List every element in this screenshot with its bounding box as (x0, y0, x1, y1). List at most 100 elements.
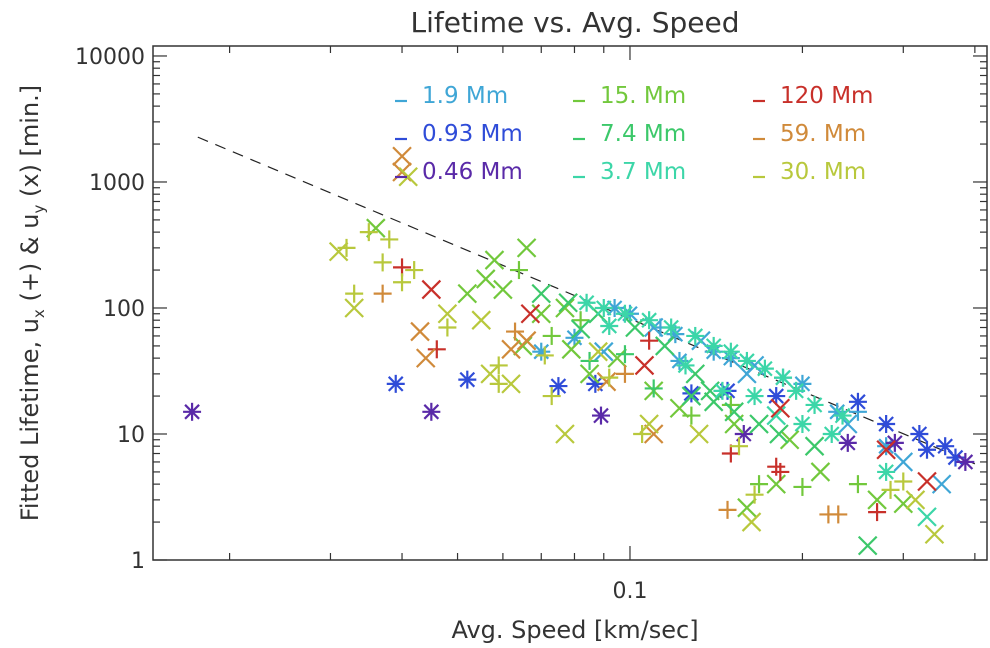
cross-marker (804, 436, 825, 456)
asterisk-marker (745, 387, 764, 406)
cross-marker (531, 303, 552, 324)
plus-marker (721, 444, 740, 463)
cross-marker (654, 336, 675, 356)
plus-marker (571, 311, 590, 330)
legend-label: 30. Mm (780, 159, 866, 185)
cross-marker (520, 303, 541, 324)
y-axis-label-part-a: Fitted Lifetime, u (16, 318, 44, 521)
legend-item: 15. Mm (573, 83, 686, 109)
legend: 1.9 Mm 0.93 Mm 0.46 Mm 15. Mm 7.4 Mm 3.7 Mm 12… (395, 83, 873, 185)
asterisk-marker (848, 392, 867, 411)
cross-marker (607, 348, 628, 368)
cross-marker (917, 507, 937, 527)
asterisk-marker (458, 370, 477, 389)
legend-item: 120 Mm (753, 83, 873, 109)
plus-marker (848, 475, 867, 494)
cross-marker (703, 392, 724, 412)
legend-label: 0.46 Mm (422, 159, 523, 185)
cross-marker (769, 424, 789, 444)
data-points (183, 146, 975, 556)
asterisk-marker (640, 311, 659, 330)
cross-marker (681, 386, 702, 406)
plus-marker (405, 261, 424, 280)
cross-marker (484, 250, 505, 270)
plus-marker (489, 374, 508, 393)
plus-marker (393, 273, 412, 292)
cross-marker (741, 512, 762, 532)
legend-item: 1.9 Mm (395, 83, 508, 109)
cross-marker (643, 424, 664, 444)
plus-marker (359, 223, 378, 242)
plus-marker (745, 485, 764, 504)
cross-marker (917, 471, 937, 492)
cross-marker (905, 490, 926, 510)
plus-marker (881, 480, 900, 499)
cross-marker (415, 348, 436, 368)
asterisk-marker (577, 293, 596, 312)
asterisk-marker (662, 318, 681, 337)
y-axis-label-part-b: (+) & u (16, 214, 44, 310)
plus-marker (427, 340, 446, 359)
plus-marker (600, 368, 619, 387)
plus-marker (721, 395, 740, 414)
cross-marker (770, 398, 791, 419)
asterisk-marker (386, 374, 405, 393)
plus-marker (373, 284, 392, 303)
cross-marker (634, 355, 655, 376)
plus-marker (509, 261, 528, 280)
cross-marker (749, 414, 769, 434)
y-tick-label: 10 (117, 423, 145, 448)
cross-marker (531, 283, 552, 304)
asterisk-marker (713, 381, 732, 400)
cross-marker (501, 339, 521, 360)
cross-marker (876, 439, 896, 460)
axis-ticks (153, 46, 987, 561)
asterisk-marker (833, 406, 852, 425)
asterisk-marker (956, 452, 975, 471)
asterisk-marker (877, 415, 896, 434)
asterisk-marker (682, 384, 701, 403)
asterisk-marker (767, 387, 786, 406)
cross-marker (410, 321, 430, 342)
asterisk-marker (910, 424, 929, 443)
plus-marker (730, 437, 749, 456)
plus-marker (868, 503, 887, 522)
cross-marker (328, 241, 349, 262)
cross-marker (480, 364, 500, 384)
plot-frame (152, 45, 988, 561)
cross-marker (625, 317, 645, 338)
cross-marker (857, 535, 878, 556)
plus-marker (750, 475, 769, 494)
asterisk-marker (755, 359, 774, 378)
asterisk-marker (565, 328, 584, 347)
y-axis-label-part-c: (x) [min.] (16, 85, 44, 205)
cross-marker (501, 374, 521, 394)
asterisk-marker (822, 424, 841, 443)
plus-marker (767, 457, 786, 476)
plus-marker (535, 346, 554, 365)
cross-marker (596, 371, 617, 392)
asterisk-marker (918, 440, 937, 459)
legend-item: 3.7 Mm (573, 159, 686, 185)
asterisk-marker (549, 377, 568, 396)
asterisk-marker (774, 368, 793, 387)
cross-marker (516, 330, 537, 351)
cross-marker (555, 298, 575, 318)
y-tick-label: 1 (131, 549, 145, 574)
cross-marker (398, 166, 418, 187)
asterisk-marker (787, 381, 806, 400)
asterisk-marker (721, 342, 740, 361)
cross-marker (558, 292, 578, 313)
y-axis-label: Fitted Lifetime, ux (+) & uy (x) [min.] (16, 85, 48, 521)
plus-marker (615, 364, 634, 383)
cross-marker (593, 341, 614, 362)
cross-marker (724, 402, 744, 422)
asterisk-marker (676, 356, 695, 375)
plus-marker (438, 318, 457, 337)
plus-marker (640, 331, 659, 350)
cross-marker (516, 238, 537, 258)
cross-marker (457, 283, 478, 304)
cross-marker (579, 364, 600, 384)
cross-marker (779, 429, 800, 450)
